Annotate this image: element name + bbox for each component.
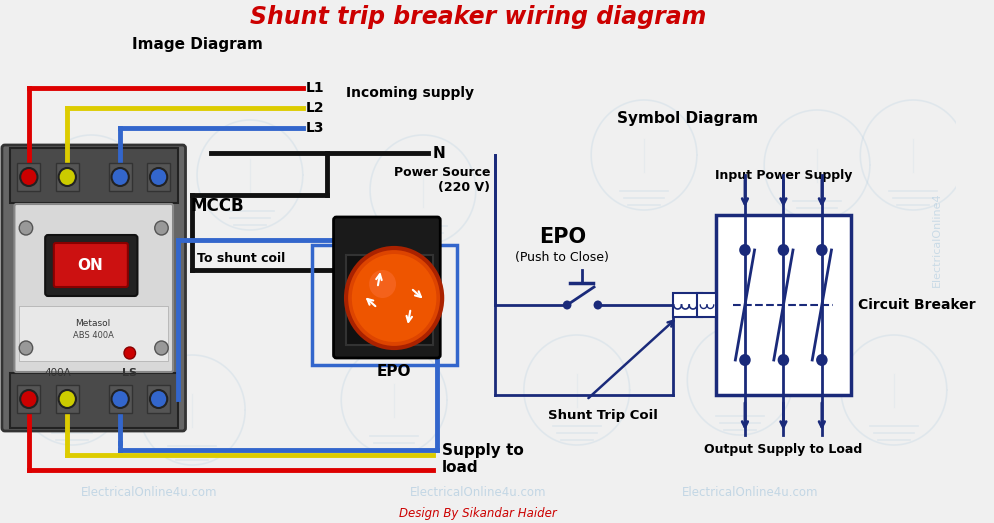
Circle shape: [111, 168, 128, 186]
Text: Power Source: Power Source: [394, 165, 490, 178]
Circle shape: [150, 390, 167, 408]
Circle shape: [19, 341, 33, 355]
Text: ON: ON: [78, 257, 103, 272]
FancyBboxPatch shape: [333, 217, 439, 358]
Circle shape: [593, 301, 601, 310]
Bar: [696, 293, 716, 317]
Bar: [10, 373, 178, 428]
Text: load: load: [441, 460, 478, 475]
Circle shape: [20, 390, 38, 408]
FancyBboxPatch shape: [2, 145, 185, 431]
Bar: [312, 245, 456, 365]
Circle shape: [815, 354, 827, 366]
Bar: [346, 255, 432, 345]
Bar: [147, 163, 170, 191]
Text: Supply to: Supply to: [441, 442, 524, 458]
Text: ElectricalOnline4u.com: ElectricalOnline4u.com: [410, 485, 546, 498]
Circle shape: [59, 390, 76, 408]
Bar: [108, 163, 131, 191]
Bar: [108, 385, 131, 413]
Text: Input Power Supply: Input Power Supply: [714, 168, 851, 181]
Circle shape: [369, 270, 396, 298]
Circle shape: [346, 248, 441, 348]
Circle shape: [59, 168, 76, 186]
Bar: [147, 385, 170, 413]
Text: LS: LS: [122, 368, 137, 378]
Text: ElectricalOnline4u.com: ElectricalOnline4u.com: [81, 485, 217, 498]
Circle shape: [111, 390, 128, 408]
Circle shape: [19, 221, 33, 235]
Text: CE: CE: [27, 388, 40, 398]
Text: Incoming supply: Incoming supply: [346, 86, 473, 100]
Circle shape: [777, 244, 788, 256]
Text: Metasol: Metasol: [76, 319, 110, 327]
Text: Design By Sikandar Haider: Design By Sikandar Haider: [399, 506, 556, 519]
Text: Shunt Trip Coil: Shunt Trip Coil: [548, 408, 657, 422]
Bar: [10, 148, 178, 203]
Text: MCCB: MCCB: [190, 197, 244, 215]
Text: L2: L2: [305, 101, 324, 115]
Bar: [716, 215, 850, 395]
Circle shape: [739, 244, 749, 256]
Circle shape: [124, 347, 135, 359]
Text: ElectricalOnline4: ElectricalOnline4: [931, 192, 941, 287]
Bar: [17, 385, 41, 413]
Text: Symbol Diagram: Symbol Diagram: [616, 110, 757, 126]
Bar: [672, 293, 701, 317]
Text: EPO: EPO: [377, 365, 411, 380]
Circle shape: [155, 221, 168, 235]
Circle shape: [155, 341, 168, 355]
Circle shape: [777, 354, 788, 366]
Bar: [17, 163, 41, 191]
Text: Circuit Breaker: Circuit Breaker: [858, 298, 975, 312]
FancyBboxPatch shape: [54, 243, 127, 287]
Text: L3: L3: [305, 121, 324, 135]
Circle shape: [352, 254, 436, 342]
FancyBboxPatch shape: [45, 235, 137, 296]
Text: (220 V): (220 V): [437, 181, 490, 195]
Text: ElectricalOnline4u.com: ElectricalOnline4u.com: [681, 485, 817, 498]
Circle shape: [150, 168, 167, 186]
Text: Output Supply to Load: Output Supply to Load: [704, 444, 862, 457]
Circle shape: [739, 354, 749, 366]
Text: (Push to Close): (Push to Close): [515, 252, 608, 265]
Text: Image Diagram: Image Diagram: [131, 38, 262, 52]
Bar: [56, 385, 79, 413]
Bar: [56, 163, 79, 191]
Text: To shunt coil: To shunt coil: [197, 252, 285, 265]
Text: ABS 400A: ABS 400A: [73, 332, 113, 340]
Text: 400A: 400A: [45, 368, 71, 378]
Circle shape: [563, 301, 571, 310]
Text: EPO: EPO: [538, 227, 585, 247]
Circle shape: [20, 168, 38, 186]
FancyBboxPatch shape: [14, 204, 173, 372]
Text: N: N: [432, 145, 445, 161]
Text: L1: L1: [305, 81, 324, 95]
Bar: [19, 306, 168, 361]
Circle shape: [815, 244, 827, 256]
Text: Shunt trip breaker wiring diagram: Shunt trip breaker wiring diagram: [249, 5, 705, 29]
